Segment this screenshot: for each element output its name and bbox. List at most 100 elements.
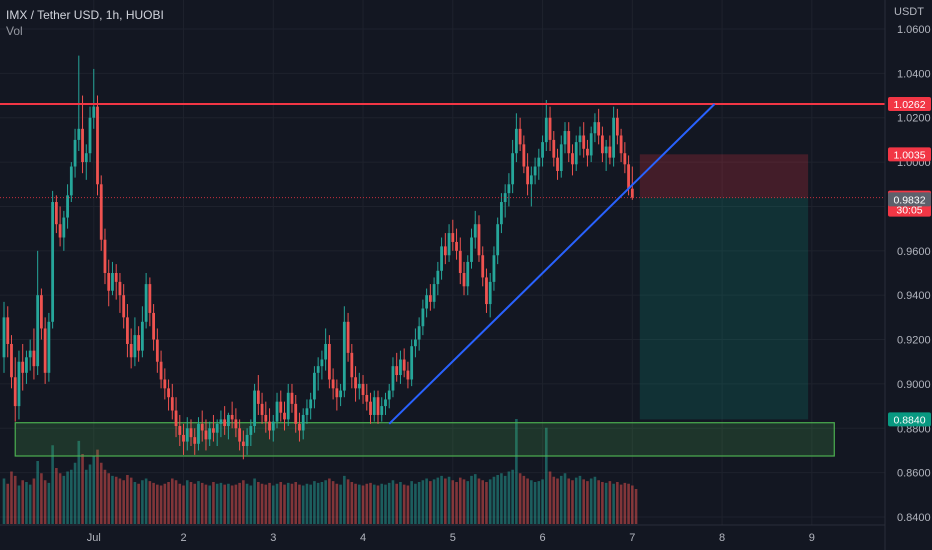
candle-body — [96, 106, 99, 185]
drawings-front[interactable] — [0, 102, 885, 425]
candle-body — [425, 295, 429, 309]
symbol-title[interactable]: IMX / Tether USD, 1h, HUOBI — [6, 8, 164, 22]
volume-bar — [451, 480, 455, 524]
volume-bar — [324, 480, 327, 524]
candle-body — [533, 166, 537, 176]
take-profit-zone[interactable] — [639, 197, 809, 420]
candle-body — [342, 321, 346, 391]
candle-body — [440, 246, 443, 271]
candle-body — [402, 359, 406, 371]
volume-bar — [335, 483, 339, 524]
candle-body — [193, 437, 197, 444]
volume-bar — [511, 469, 514, 524]
currency-label: USDT — [894, 6, 924, 18]
candle-body — [455, 241, 458, 251]
price-tick-label: 1.0200 — [897, 113, 931, 125]
candle-body — [503, 193, 507, 203]
volume-bar — [58, 473, 62, 524]
price-badge-text: 1.0035 — [893, 149, 925, 161]
stop-loss-zone[interactable] — [639, 154, 809, 198]
volume-bar — [571, 480, 574, 524]
volume-bar — [126, 475, 129, 524]
volume-bar — [103, 469, 107, 524]
volume-bar — [43, 480, 47, 524]
candle-body — [537, 157, 541, 167]
candle-body — [298, 423, 301, 431]
candle-body — [122, 295, 126, 318]
volume-bar — [589, 478, 593, 524]
volume-bar — [294, 482, 298, 524]
volume-indicator-label[interactable]: Vol — [6, 24, 23, 38]
volume-bar — [163, 483, 167, 524]
volume-bar — [481, 480, 485, 524]
candle-body — [361, 383, 365, 395]
volume-bar — [40, 473, 43, 524]
candle-body — [414, 339, 417, 347]
volume-bar — [84, 469, 88, 524]
candle-body — [630, 188, 634, 198]
candle-body — [13, 377, 17, 407]
candle-body — [51, 202, 55, 322]
candle-body — [466, 261, 470, 287]
volume-bar — [6, 483, 10, 524]
candle-body — [167, 388, 170, 398]
volume-bar — [391, 480, 395, 524]
trend-line[interactable] — [388, 103, 716, 425]
candle-body — [271, 421, 275, 431]
volume-bar — [354, 483, 357, 524]
volume-bar — [212, 482, 215, 524]
drawings-back[interactable] — [14, 154, 835, 457]
volume-bar — [563, 473, 567, 524]
volume-bar — [316, 482, 320, 524]
candle-body — [567, 131, 571, 154]
volume-bar — [260, 483, 264, 524]
volume-bar — [384, 484, 387, 524]
time-axis[interactable]: Jul 2 3 4 5 6 7 8 9 — [0, 524, 885, 544]
volume-bar — [320, 482, 324, 524]
candle-body — [264, 414, 268, 422]
volume-bar — [197, 481, 200, 524]
volume-bar — [406, 485, 410, 524]
candle-body — [369, 401, 372, 415]
candle-body — [283, 412, 286, 420]
candle-body — [43, 328, 47, 373]
volume-bar — [399, 482, 402, 524]
volume-bar — [361, 485, 365, 524]
candle-body — [111, 273, 114, 291]
candle-body — [234, 419, 238, 429]
volume-bar — [515, 419, 518, 524]
volume-bar — [25, 482, 28, 524]
candle-body — [305, 408, 309, 415]
volume-bar — [114, 476, 118, 524]
candle-body — [137, 335, 141, 351]
support-zone[interactable] — [14, 422, 835, 457]
candle-body — [275, 401, 279, 422]
volume-bar — [283, 484, 286, 524]
candle-body — [372, 397, 376, 415]
candle-body — [290, 392, 294, 404]
volume-bar — [376, 485, 380, 524]
volume-bar — [141, 480, 144, 524]
candle-body — [208, 428, 212, 440]
price-tick-label: 0.9600 — [897, 246, 931, 258]
candle-body — [58, 224, 62, 238]
candle-body — [451, 233, 455, 242]
volume-bar — [234, 484, 238, 524]
candle-body — [159, 361, 163, 380]
price-badge-text: 0.9832 — [893, 194, 925, 206]
candle-body — [17, 361, 21, 407]
candle-body — [485, 277, 488, 305]
candle-body — [582, 135, 586, 149]
volume-bar — [436, 477, 440, 524]
volume-bar — [440, 475, 443, 524]
candle-body — [212, 428, 215, 433]
volume-bar — [204, 484, 208, 524]
volume-bar — [133, 482, 137, 524]
volume-bar — [159, 485, 163, 524]
candle-body — [148, 284, 152, 313]
volume-bar — [604, 482, 608, 524]
grid-lines — [0, 0, 885, 525]
candle-body — [511, 153, 515, 185]
